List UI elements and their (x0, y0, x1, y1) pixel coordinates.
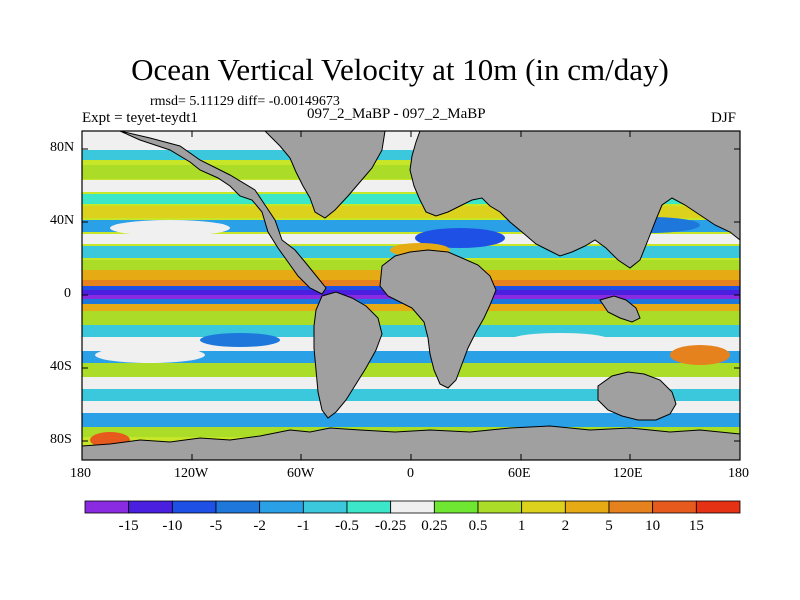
north-america (119, 131, 327, 295)
land-masses (82, 131, 740, 460)
lon-label-60w: 60W (287, 466, 315, 481)
lon-label-0: 0 (407, 466, 414, 481)
band-south-green2 (82, 363, 740, 377)
band-south-cyan (82, 325, 740, 337)
colorbar-swatch (128, 500, 173, 514)
map-plot-area (82, 131, 740, 460)
band-south-blue (82, 351, 740, 363)
colorbar-label: -2 (253, 518, 266, 534)
experiment-label: Expt = teyet-teydt1 (82, 110, 198, 126)
colorbar-swatch (390, 500, 435, 514)
greenland (264, 131, 386, 219)
africa (379, 249, 497, 389)
colorbar-label: -5 (209, 518, 223, 534)
eurasia (409, 131, 740, 269)
colorbar-label: -10 (162, 518, 183, 534)
colorbar-label: -15 (118, 518, 139, 534)
colorbar-swatch (433, 500, 479, 514)
colorbar-swatch (608, 500, 654, 514)
lon-label-180w: 180 (70, 466, 91, 481)
lon-label-120w: 120W (174, 466, 209, 481)
colorbar-swatch (84, 500, 130, 514)
colorbar-label: -1 (297, 518, 310, 534)
maritime-continent (599, 295, 641, 323)
colorbar-label: 1 (517, 518, 526, 534)
colorbar-swatch (695, 500, 741, 514)
band-antarctic-white (82, 401, 740, 413)
band-midlat-white (82, 234, 740, 244)
colorbar-swatch (302, 500, 348, 514)
colorbar-label: 0.25 (421, 518, 448, 534)
colorbar-swatch (521, 500, 566, 514)
colorbar-label: 15 (688, 518, 704, 534)
comparison-label: 097_2_MaBP - 097_2_MaBP (307, 106, 486, 122)
lon-ticks (81, 131, 741, 460)
antarctica (82, 425, 740, 460)
lat-label-40s: 40S (50, 359, 72, 374)
map-title: Ocean Vertical Velocity at 10m (in cm/da… (131, 52, 669, 87)
lat-ticks (82, 148, 740, 442)
band-south-cyan2 (82, 389, 740, 401)
colorbar-label: -0.5 (335, 518, 359, 534)
lon-label-180e: 180 (728, 466, 749, 481)
band-antarctic-blue (82, 413, 740, 427)
band-south-white2 (82, 377, 740, 389)
colorbar-swatch (652, 500, 697, 514)
colorbar-swatch (259, 500, 304, 514)
band-north-teal (82, 194, 740, 204)
lat-label-80s: 80S (50, 432, 72, 447)
colorbar-swatch (215, 500, 261, 514)
colorbar-swatch (564, 500, 610, 514)
colorbar-label: 2 (561, 518, 570, 534)
lat-label-80n: 80N (50, 140, 75, 155)
colorbar (84, 500, 741, 514)
lon-label-120e: 120E (613, 466, 643, 481)
south-america (313, 291, 383, 419)
lat-label-0: 0 (64, 286, 71, 301)
colorbar-swatch (477, 500, 523, 514)
band-south-green (82, 311, 740, 325)
band-north-cyan (82, 150, 740, 160)
colorbar-label: 10 (645, 518, 661, 534)
colorbar-label: -0.25 (375, 518, 407, 534)
colorbar-swatch (171, 500, 217, 514)
australia (597, 371, 677, 421)
colorbar-label: 0.5 (468, 518, 488, 534)
colorbar-swatch (346, 500, 392, 514)
lon-label-60e: 60E (508, 466, 531, 481)
season-label: DJF (711, 110, 737, 126)
stats-text: rmsd= 5.11129 diff= -0.00149673 (150, 94, 340, 109)
lat-label-40n: 40N (50, 213, 75, 228)
colorbar-label: 5 (605, 518, 613, 534)
